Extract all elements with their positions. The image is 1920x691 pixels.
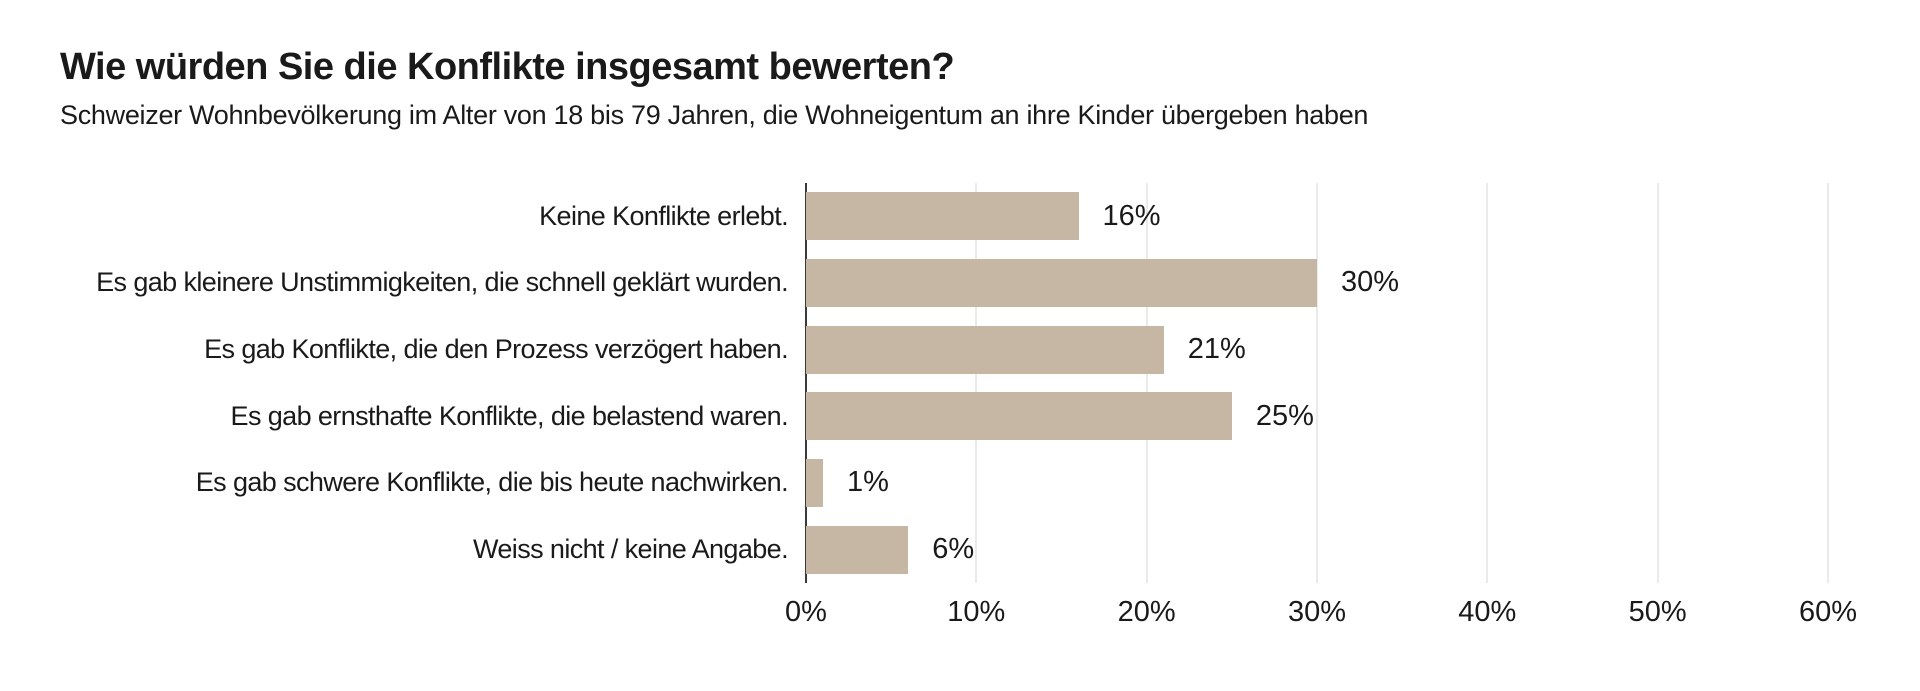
y-axis-line — [805, 183, 807, 583]
x-tick-label: 30% — [1287, 596, 1347, 628]
value-label: 6% — [932, 533, 975, 566]
category-label: Es gab kleinere Unstimmigkeiten, die sch… — [96, 267, 788, 298]
x-axis: 0% 10% 20% 30% 40% 50% 60% — [785, 596, 1857, 632]
x-tick-label: 60% — [1798, 596, 1858, 628]
gridline — [1146, 183, 1148, 583]
bar-row: Es gab Konflikte, die den Prozess verzög… — [0, 316, 1920, 383]
x-tick-label: 50% — [1628, 596, 1687, 628]
x-tick-label: 0% — [785, 596, 827, 628]
gridline — [975, 183, 977, 583]
category-label: Es gab schwere Konflikte, die bis heute … — [195, 467, 789, 498]
category-label: Es gab ernsthafte Konflikte, die belaste… — [230, 400, 789, 431]
gridline — [1657, 183, 1659, 583]
category-label: Keine Konflikte erlebt. — [539, 200, 788, 231]
bar-track: 6% — [806, 525, 1828, 574]
value-label: 1% — [847, 466, 889, 499]
bar — [806, 192, 1079, 241]
bar-track: 30% — [806, 258, 1828, 307]
plot-area: Keine Konflikte erlebt. 16% Es gab kleiner… — [0, 183, 1920, 583]
bar-rows: Keine Konflikte erlebt. 16% Es gab kleiner… — [0, 183, 1920, 583]
bar-track: 21% — [806, 325, 1828, 374]
bar — [806, 458, 824, 507]
bar — [806, 525, 909, 574]
bar — [806, 258, 1317, 307]
category-label: Weiss nicht / keine Angabe. — [473, 534, 789, 565]
bar — [806, 392, 1232, 441]
value-label: 30% — [1341, 266, 1400, 299]
bar-track: 16% — [806, 192, 1828, 241]
gridline — [1316, 183, 1318, 583]
value-label: 21% — [1187, 333, 1246, 366]
value-label: 25% — [1255, 399, 1314, 432]
bar-row: Es gab kleinere Unstimmigkeiten, die sch… — [0, 250, 1920, 317]
gridline — [1827, 183, 1829, 583]
bar-row: Es gab ernsthafte Konflikte, die belaste… — [0, 383, 1920, 450]
category-label: Es gab Konflikte, die den Prozess verzög… — [204, 334, 788, 365]
x-tick-label: 20% — [1117, 596, 1176, 628]
gridlines — [805, 183, 1829, 583]
chart-subtitle: Schweizer Wohnbevölkerung im Alter von 1… — [60, 100, 1369, 130]
x-tick-label: 10% — [947, 596, 1006, 628]
bar-row: Weiss nicht / keine Angabe. 6% — [0, 516, 1920, 583]
bar — [806, 325, 1164, 374]
bar-row: Es gab schwere Konflikte, die bis heute … — [0, 450, 1920, 517]
value-label: 16% — [1102, 199, 1161, 232]
chart-title: Wie würden Sie die Konflikte insgesamt b… — [60, 46, 955, 88]
bar-track: 1% — [806, 458, 1828, 507]
gridline — [1486, 183, 1488, 583]
bar-row: Keine Konflikte erlebt. 16% — [0, 183, 1920, 250]
x-tick-label: 40% — [1458, 596, 1517, 628]
bar-track: 25% — [806, 392, 1828, 441]
